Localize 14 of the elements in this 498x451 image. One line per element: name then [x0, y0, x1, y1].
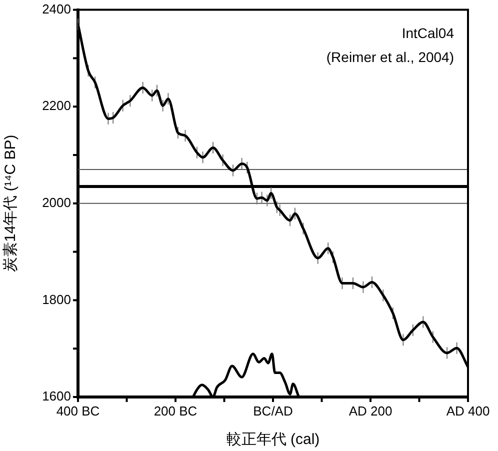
- y-tick-label: 1600: [42, 388, 71, 404]
- y-tick-label: 2400: [42, 1, 71, 16]
- y-tick-label: 1800: [42, 292, 71, 307]
- x-tick-label: BC/AD: [253, 403, 293, 418]
- x-tick-label: AD 200: [348, 403, 392, 418]
- annotation: (Reimer et al., 2004): [326, 48, 454, 65]
- x-tick-label: 200 BC: [154, 403, 198, 418]
- x-tick-label: 400 BC: [56, 403, 100, 418]
- annotation: IntCal04: [402, 24, 454, 41]
- y-tick-label: 2000: [42, 194, 71, 210]
- x-axis-title: 較正年代 (cal): [226, 431, 320, 448]
- y-tick-label: 2200: [42, 98, 71, 114]
- x-tick-label: AD 400: [446, 403, 490, 418]
- y-axis-title: 炭素14年代 (¹⁴C BP): [2, 134, 20, 272]
